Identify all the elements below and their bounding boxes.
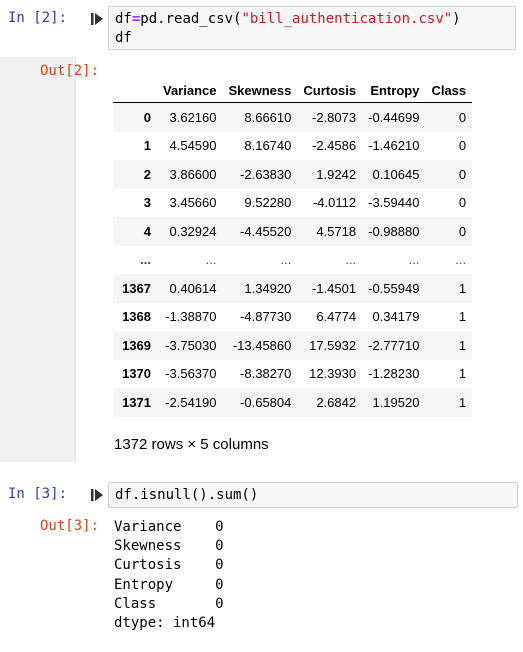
header-index [113,78,157,103]
cell3-output-text: Variance 0 Skewness 0 Curtosis 0 Entropy… [114,519,224,632]
cell2-in-prompt: In [2]: [8,10,68,26]
row-index: 1 [143,138,151,154]
cell: 4.5718 [316,223,357,239]
cell: 1 [458,309,467,325]
cell: ... [280,252,292,268]
cell: 2.6842 [316,394,357,410]
row-index: 2 [143,166,151,182]
row-index: 1370 [122,366,151,382]
cell: 8.66610 [244,109,292,125]
table-row-ellipsis: .................. [113,246,472,275]
cell: 8.16740 [244,138,292,154]
cell: -3.75030 [165,337,217,353]
cell: -1.38870 [165,309,217,325]
cell: 1.34920 [244,280,292,296]
cell: -3.59440 [368,195,420,211]
cell: 0.34179 [372,309,420,325]
cell: 0 [458,223,467,239]
cell: 0.10645 [372,166,420,182]
row-index: ... [140,252,151,268]
cell: 1 [458,394,467,410]
cell: 1.19520 [372,394,420,410]
table-row: 1370 -3.56370 -8.38270 12.3930 -1.28230 1 [113,360,472,389]
run-cell-icon[interactable] [89,487,105,503]
table-row: 4 0.32924 -4.45520 4.5718 -0.98880 0 [113,217,473,246]
header-variance: Variance [157,78,223,103]
code-line-1: df.isnull().sum() [115,487,259,503]
header-skewness: Skewness [222,78,298,103]
cell: 3.45660 [169,195,217,211]
cell: 0.40614 [169,280,217,296]
cell3-in-prompt: In [3]: [8,486,68,502]
cell: -0.98880 [368,223,420,239]
cell: 0 [458,166,467,182]
row-index: 1367 [122,280,151,296]
cell: -2.77710 [368,337,420,353]
cell: -13.45860 [232,337,292,353]
cell: ... [205,252,217,268]
cell: 9.52280 [244,195,292,211]
run-cell-icon[interactable] [89,11,105,27]
cell: 1 [458,280,467,296]
cell: -0.44699 [368,109,420,125]
code-line-2: df [115,30,132,46]
cell: 0.32924 [169,223,217,239]
table-row: 1371 -2.54190 -0.65804 2.6842 1.19520 1 [113,388,473,417]
row-index: 3 [143,195,151,211]
cell: ... [455,252,467,268]
table-row: 1367 0.40614 1.34920 -1.4501 -0.55949 1 [113,274,473,303]
cell: 6.4774 [316,309,357,325]
cell: 3.86600 [169,166,217,182]
cell: -4.87730 [240,309,292,325]
cell: ... [408,252,420,268]
cell: -2.4586 [312,138,357,154]
cell: -2.54190 [165,394,217,410]
cell: -1.4501 [312,280,357,296]
cell: -1.46210 [368,138,420,154]
cell: -4.45520 [240,223,292,239]
code-line-1: df=pd.read_csv("bill_authentication.csv"… [115,11,461,27]
cell: -4.0112 [312,195,357,211]
table-row: 0 3.62160 8.66610 -2.8073 -0.44699 0 [113,102,473,132]
table-row: 3 3.45660 9.52280 -4.0112 -3.59440 0 [113,189,472,218]
table-row: 1368 -1.38870 -4.87730 6.4774 0.34179 1 [113,303,472,332]
table-row: 1369 -3.75030 -13.45860 17.5932 -2.77710 1 [113,331,473,360]
output-collapse-area[interactable] [0,57,76,462]
header-entropy: Entropy [362,78,426,103]
header-class: Class [425,78,473,103]
cell: 0 [458,195,467,211]
row-index: 1371 [122,394,151,410]
table-row: 2 3.86600 -2.63830 1.9242 0.10645 0 [113,160,473,189]
cell: ... [345,252,357,268]
header-curtosis: Curtosis [297,78,363,103]
cell3-code-editor[interactable]: df.isnull().sum() [108,482,518,508]
cell: 0 [458,138,467,154]
cell3-out-prompt: Out[3]: [40,518,100,534]
cell: 1 [458,366,467,382]
row-index: 4 [143,223,151,239]
cell: -8.38270 [240,366,292,382]
row-index: 0 [143,109,151,125]
cell: -2.63830 [240,166,292,182]
table-row: 1 4.54590 8.16740 -2.4586 -1.46210 0 [113,132,472,161]
cell: 17.5932 [309,337,357,353]
dataframe-shape-note: 1372 rows × 5 columns [114,436,269,453]
cell: -0.55949 [368,280,420,296]
cell: 1 [458,337,467,353]
cell: -3.56370 [165,366,217,382]
table-header-row: Variance Skewness Curtosis Entropy Class [113,78,473,103]
cell2-out-prompt: Out[2]: [40,63,100,79]
cell: 12.3930 [309,366,357,382]
row-index: 1368 [122,309,151,325]
row-index: 1369 [122,337,151,353]
cell: 4.54590 [169,138,217,154]
cell: 3.62160 [169,109,217,125]
cell: 0 [458,109,467,125]
cell: -2.8073 [312,109,357,125]
cell: -0.65804 [240,394,292,410]
cell: -1.28230 [368,366,420,382]
dataframe-table: Variance Skewness Curtosis Entropy Class… [113,78,473,417]
cell: 1.9242 [316,166,357,182]
cell2-code-editor[interactable]: df=pd.read_csv("bill_authentication.csv"… [108,6,516,50]
